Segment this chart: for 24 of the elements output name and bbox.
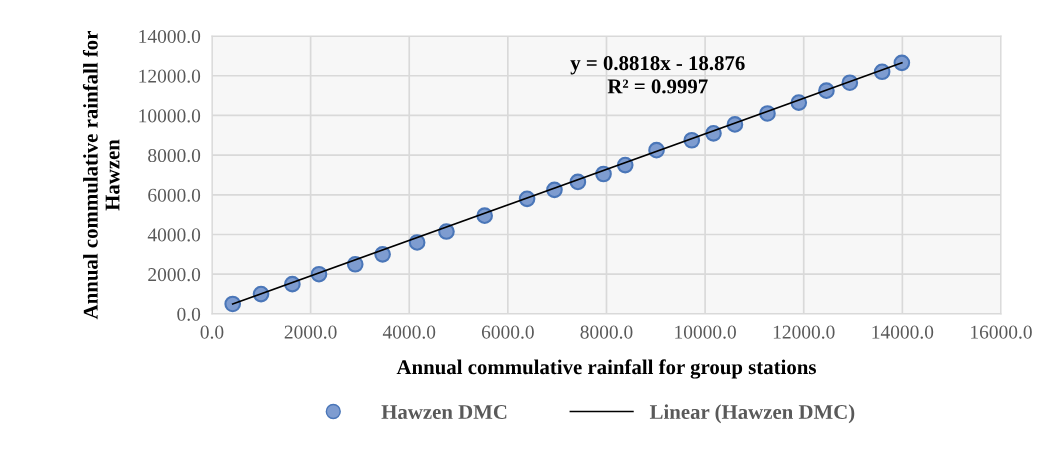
y-tick-label: 12000.0 xyxy=(139,69,201,83)
x-tick-label: 4000.0 xyxy=(382,325,436,339)
legend-label: Hawzen DMC xyxy=(381,405,507,419)
y-axis-title: Annual commulative rainfall for Hawzen xyxy=(82,31,120,320)
x-tick-label: 14000.0 xyxy=(872,325,934,339)
legend-label: Linear (Hawzen DMC) xyxy=(649,404,855,424)
y-tick-label: 0.0 xyxy=(177,307,201,321)
y-tick-label: 6000.0 xyxy=(148,188,201,202)
y-tick-label: 14000.0 xyxy=(139,29,201,44)
x-tick-label: 0.0 xyxy=(200,325,224,339)
y-tick-label: 4000.0 xyxy=(147,228,201,242)
x-tick-label: 6000.0 xyxy=(481,325,534,339)
x-tick-label: 16000.0 xyxy=(971,325,1032,339)
point xyxy=(224,295,242,313)
x-tick-label: 12000.0 xyxy=(773,325,835,339)
annotation: y = 0.8818x - 18.876 R² = 0.9997 xyxy=(570,56,745,94)
x-tick-label: 10000.0 xyxy=(675,325,736,339)
y-tick-label: 2000.0 xyxy=(148,268,201,282)
y-tick-label: 10000.0 xyxy=(139,109,201,123)
x-tick-label: 2000.0 xyxy=(284,325,337,339)
x-tick-label: 8000.0 xyxy=(580,325,633,339)
point xyxy=(893,54,911,72)
y-tick-label: 8000.0 xyxy=(148,148,201,163)
x-axis-title: Annual commulative rainfall for group stations xyxy=(396,359,816,379)
